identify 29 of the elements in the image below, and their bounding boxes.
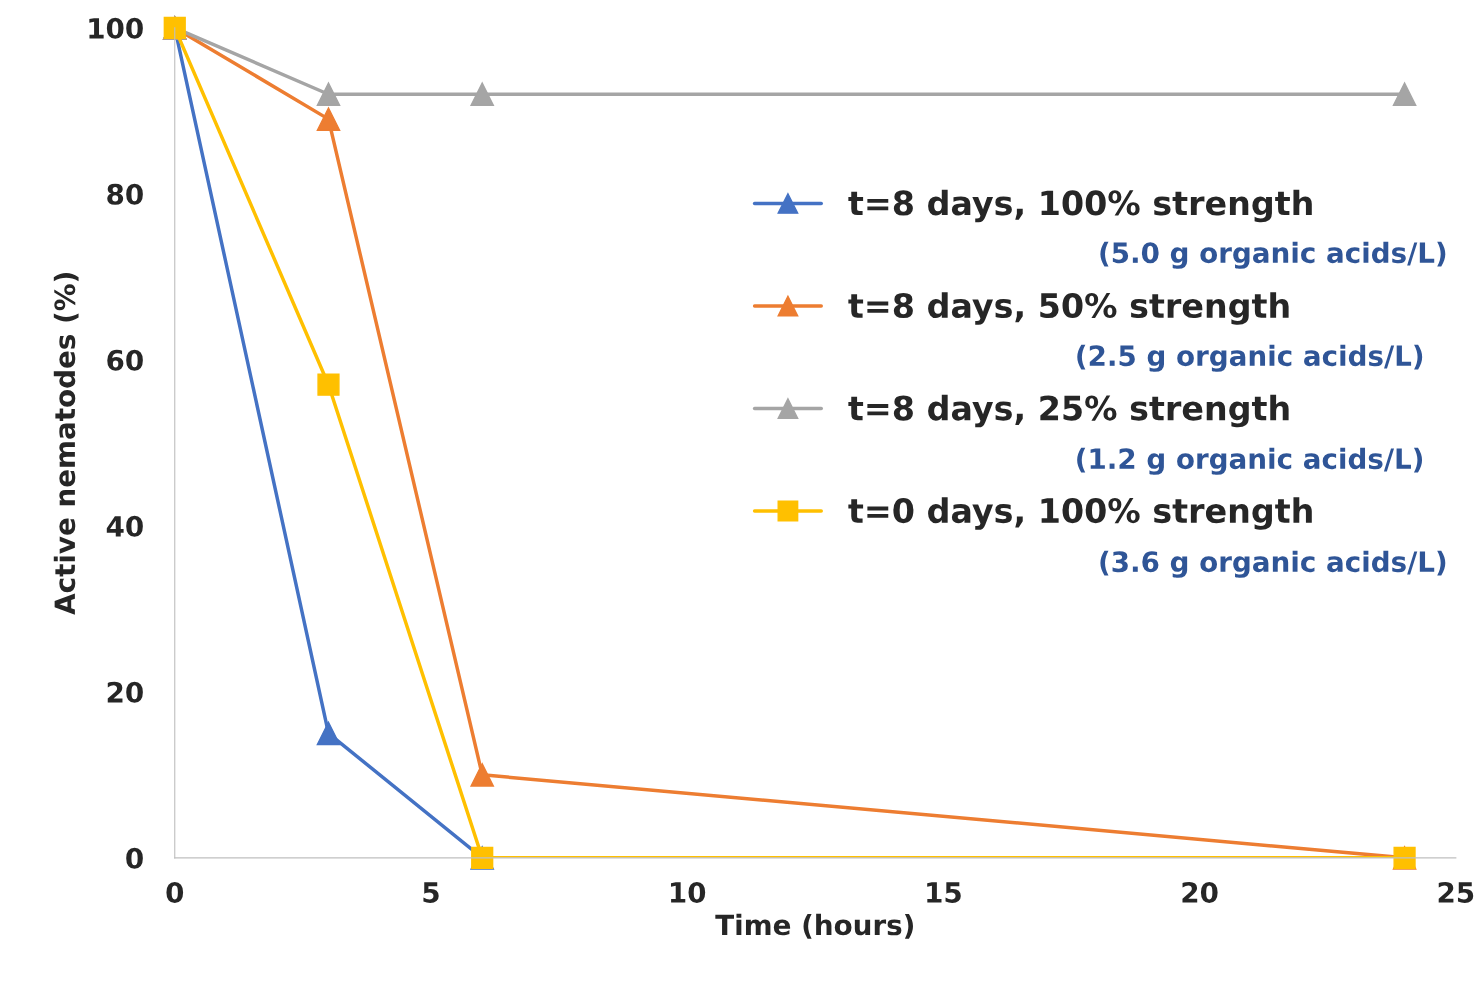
- legend-label: t=8 days, 50% strength: [848, 292, 1289, 325]
- y-axis-title: Active nematodes (%): [53, 273, 79, 615]
- annotation: (5.0 g organic acids/L): [1100, 241, 1446, 269]
- annotation: (3.6 g organic acids/L): [1100, 550, 1446, 578]
- legend-label: t=8 days, 25% strength: [848, 394, 1289, 428]
- legend-label: t=0 days, 100% strength: [848, 497, 1312, 530]
- point: [316, 107, 341, 131]
- point: [1392, 82, 1417, 107]
- x-axis-title: Time (hours): [715, 913, 913, 939]
- x-tick-label: 20: [1182, 881, 1218, 903]
- x-tick-label: 25: [1438, 881, 1474, 903]
- x-tick-label: 0: [166, 881, 184, 903]
- legend-label: t=8 days, 100% strength: [848, 189, 1312, 223]
- annotation: (2.5 g organic acids/L): [1077, 344, 1423, 372]
- y-tick-label: 60: [107, 349, 143, 371]
- point: [470, 763, 495, 787]
- y-tick-label: 40: [106, 515, 143, 537]
- annotation: (1.2 g organic acids/L): [1077, 447, 1423, 475]
- point: [470, 82, 495, 107]
- point: [317, 373, 340, 396]
- y-tick-label: 80: [107, 183, 143, 205]
- x-tick-label: 15: [927, 882, 961, 903]
- y-tick-label: 20: [107, 681, 143, 703]
- y-tick-label: 0: [126, 847, 143, 869]
- y-tick-label: 100: [89, 17, 143, 39]
- x-tick-label: 10: [670, 881, 706, 903]
- point: [316, 82, 341, 107]
- point: [316, 721, 341, 746]
- x-tick-label: 5: [423, 882, 439, 903]
